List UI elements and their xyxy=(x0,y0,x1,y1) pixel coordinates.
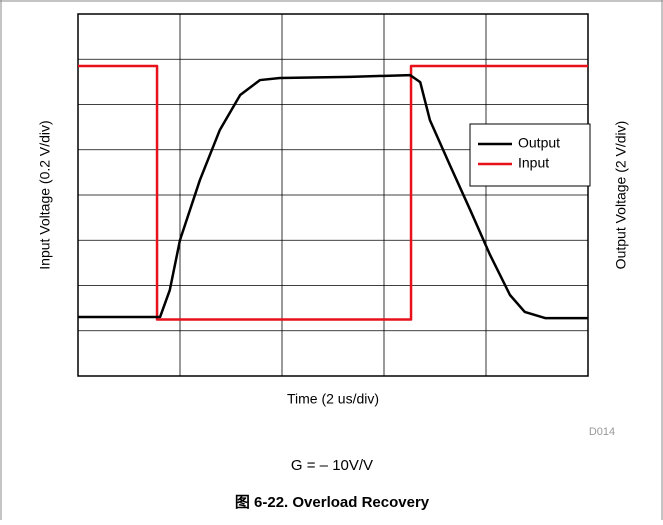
caption: 图 6-22. Overload Recovery xyxy=(235,494,430,511)
y2-axis-label: Output Voltage (2 V/div) xyxy=(613,121,629,270)
x-axis-label: Time (2 us/div) xyxy=(287,391,379,407)
legend-box xyxy=(469,123,591,187)
gain-note: G = – 10V/V xyxy=(291,457,373,474)
y-axis-label: Input Voltage (0.2 V/div) xyxy=(37,120,53,269)
series-line xyxy=(78,73,588,320)
plot-border xyxy=(77,13,589,377)
legend-label: Output xyxy=(518,135,560,151)
series-line xyxy=(78,64,588,321)
legend-label: Input xyxy=(518,155,549,171)
figure-id: D014 xyxy=(589,426,615,438)
